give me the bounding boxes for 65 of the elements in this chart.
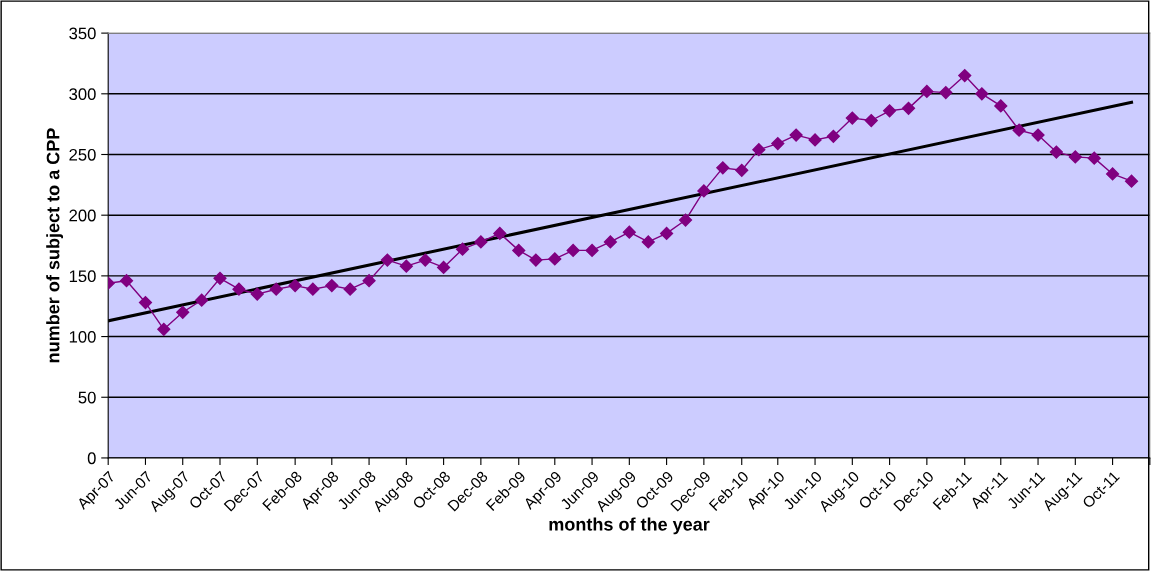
point — [213, 271, 227, 285]
point — [975, 87, 989, 101]
point — [474, 235, 488, 249]
point — [418, 253, 432, 267]
point — [864, 113, 878, 128]
point — [845, 111, 859, 125]
point — [716, 161, 730, 175]
point — [566, 243, 580, 257]
point — [529, 253, 543, 267]
point — [994, 99, 1008, 113]
point — [380, 253, 394, 267]
point — [826, 129, 840, 143]
point — [808, 133, 822, 147]
point — [306, 282, 320, 296]
y-tick-label: 50 — [78, 391, 96, 404]
y-tick-label: 350 — [69, 27, 96, 40]
point — [1012, 123, 1026, 137]
point — [195, 293, 209, 307]
y-axis-title: number of subject to a CPP — [46, 128, 64, 363]
y-tick-label: 250 — [69, 148, 96, 161]
point — [882, 104, 897, 118]
point — [641, 235, 655, 249]
point — [1124, 174, 1139, 188]
point — [343, 282, 357, 296]
point — [512, 243, 526, 257]
point — [437, 260, 451, 274]
x-axis-title: months of the year — [549, 517, 710, 535]
point — [752, 143, 766, 157]
point — [622, 225, 636, 239]
point — [250, 287, 264, 301]
point — [455, 242, 470, 256]
point — [660, 226, 674, 240]
point — [920, 84, 934, 98]
point — [901, 101, 916, 115]
point — [771, 136, 785, 151]
point — [138, 295, 153, 310]
point — [232, 282, 246, 296]
point — [493, 226, 507, 240]
point — [1068, 150, 1082, 164]
point — [585, 243, 599, 257]
point — [288, 278, 302, 293]
point — [157, 322, 171, 336]
point — [958, 69, 972, 83]
point — [939, 86, 953, 100]
point — [1087, 151, 1101, 165]
y-tick-label: 100 — [69, 330, 96, 343]
point — [1105, 167, 1120, 181]
point — [548, 252, 562, 266]
point — [1031, 128, 1045, 142]
point — [176, 305, 190, 319]
point — [1049, 145, 1063, 159]
point — [325, 278, 339, 293]
y-tick-label: 200 — [69, 209, 96, 222]
point — [678, 213, 693, 227]
point — [362, 274, 376, 288]
y-tick-label: 300 — [69, 88, 96, 101]
point — [399, 259, 413, 273]
point — [735, 163, 749, 177]
point — [119, 274, 134, 288]
y-tick-label: 0 — [87, 452, 96, 465]
point — [789, 128, 803, 142]
point — [603, 235, 617, 249]
point — [697, 184, 711, 198]
y-tick-label: 150 — [69, 270, 96, 283]
point — [269, 282, 283, 296]
